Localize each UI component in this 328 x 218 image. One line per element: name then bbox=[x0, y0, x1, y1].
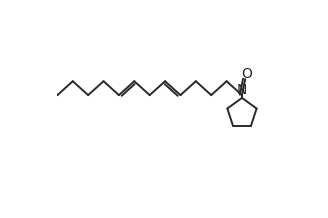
Text: O: O bbox=[241, 67, 252, 81]
Text: N: N bbox=[237, 83, 247, 97]
